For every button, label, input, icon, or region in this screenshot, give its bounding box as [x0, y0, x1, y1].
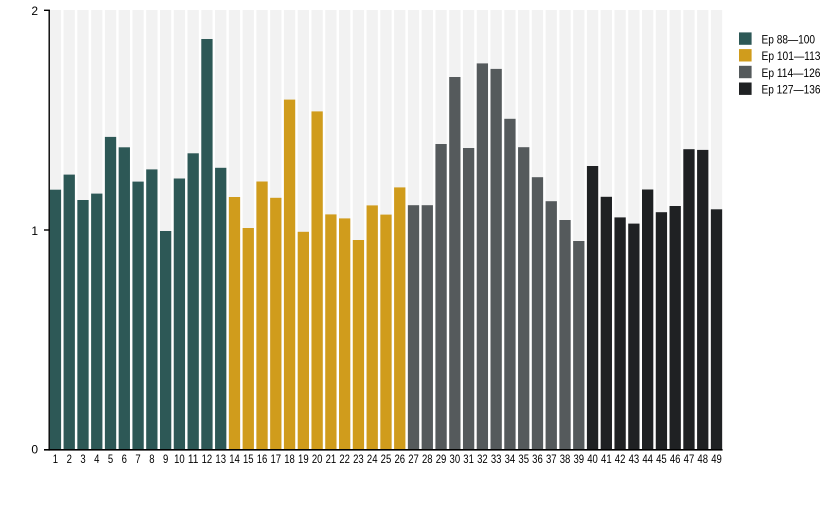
- svg-text:9: 9: [163, 452, 169, 466]
- svg-text:Ep 127—136: Ep 127—136: [762, 83, 821, 97]
- svg-text:23: 23: [353, 452, 364, 466]
- svg-text:36: 36: [532, 452, 543, 466]
- svg-text:44: 44: [642, 452, 653, 466]
- svg-text:17: 17: [271, 452, 282, 466]
- svg-text:43: 43: [629, 452, 640, 466]
- svg-text:Ep 114—126: Ep 114—126: [762, 66, 821, 80]
- svg-text:18: 18: [284, 452, 295, 466]
- svg-text:33: 33: [491, 452, 502, 466]
- svg-text:13: 13: [215, 452, 226, 466]
- svg-text:2: 2: [67, 452, 73, 466]
- svg-text:0: 0: [31, 443, 38, 457]
- svg-text:41: 41: [601, 452, 612, 466]
- svg-text:48: 48: [697, 452, 708, 466]
- svg-text:10: 10: [174, 452, 185, 466]
- svg-text:30: 30: [450, 452, 461, 466]
- svg-text:1: 1: [31, 224, 38, 238]
- svg-text:20: 20: [312, 452, 323, 466]
- svg-text:49: 49: [711, 452, 722, 466]
- svg-text:32: 32: [477, 452, 488, 466]
- svg-text:25: 25: [381, 452, 392, 466]
- svg-text:1: 1: [53, 452, 59, 466]
- svg-text:7: 7: [135, 452, 141, 466]
- svg-text:42: 42: [615, 452, 626, 466]
- svg-text:16: 16: [257, 452, 268, 466]
- svg-text:31: 31: [463, 452, 474, 466]
- svg-text:38: 38: [560, 452, 571, 466]
- svg-text:14: 14: [229, 452, 240, 466]
- svg-text:3: 3: [80, 452, 86, 466]
- svg-text:35: 35: [518, 452, 529, 466]
- svg-text:46: 46: [670, 452, 681, 466]
- svg-text:29: 29: [436, 452, 447, 466]
- svg-text:5: 5: [108, 452, 114, 466]
- svg-text:21: 21: [326, 452, 337, 466]
- svg-text:45: 45: [656, 452, 667, 466]
- svg-text:15: 15: [243, 452, 254, 466]
- svg-text:Ep 88—100: Ep 88—100: [762, 33, 816, 47]
- svg-text:47: 47: [684, 452, 695, 466]
- svg-text:8: 8: [149, 452, 155, 466]
- svg-text:22: 22: [339, 452, 350, 466]
- svg-text:6: 6: [122, 452, 128, 466]
- svg-text:12: 12: [202, 452, 213, 466]
- svg-text:26: 26: [394, 452, 405, 466]
- svg-text:Ep 101—113: Ep 101—113: [762, 49, 821, 63]
- svg-text:40: 40: [587, 452, 598, 466]
- svg-text:2: 2: [31, 4, 38, 18]
- svg-text:28: 28: [422, 452, 433, 466]
- svg-text:39: 39: [573, 452, 584, 466]
- svg-text:4: 4: [94, 452, 100, 466]
- svg-text:19: 19: [298, 452, 309, 466]
- svg-text:24: 24: [367, 452, 378, 466]
- svg-text:34: 34: [505, 452, 516, 466]
- svg-text:27: 27: [408, 452, 419, 466]
- svg-text:37: 37: [546, 452, 557, 466]
- svg-text:11: 11: [188, 452, 199, 466]
